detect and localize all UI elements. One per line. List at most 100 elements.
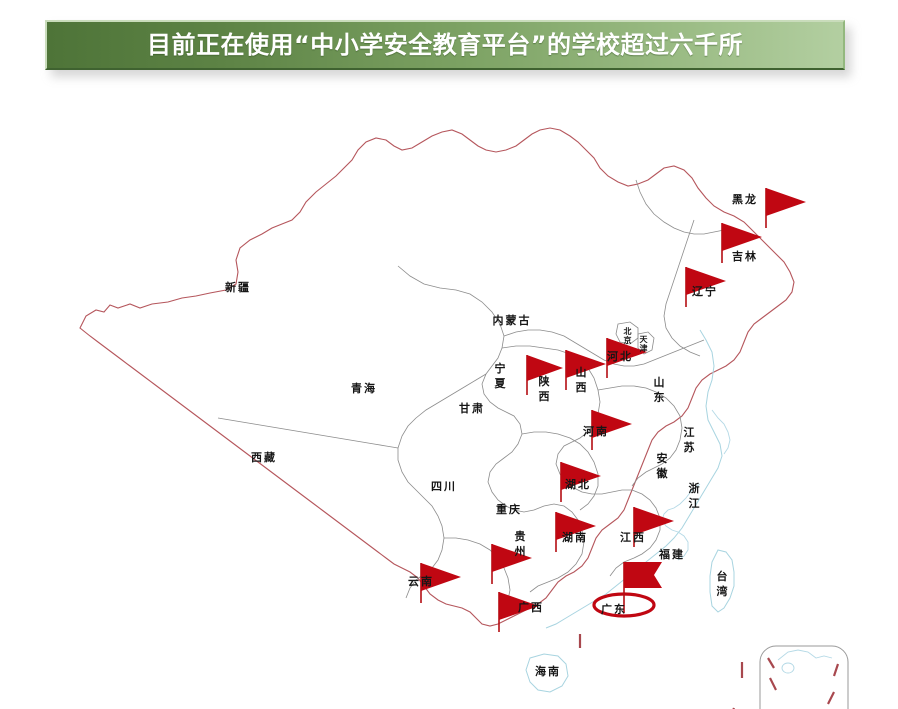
province-label-char: 西 (576, 381, 589, 394)
province-label-char: 山 (576, 365, 589, 379)
flag-marker-yunnan[interactable] (420, 563, 461, 603)
flag-marker-hubei[interactable] (560, 462, 601, 502)
province-label-char: 山 (654, 375, 667, 389)
flag-cloth (607, 338, 647, 366)
taiwan-outline (709, 549, 735, 613)
province-label-xinjiang: 新疆 (225, 280, 251, 294)
province-label-char: 贵 (515, 529, 528, 543)
province-label-char: 陕 (539, 374, 552, 388)
province-borders (397, 265, 585, 593)
province-label-beijing: 北京 (624, 326, 633, 345)
province-label-shandong: 山东 (654, 375, 667, 404)
flag-marker-jilin[interactable] (721, 223, 762, 263)
flag-cloth-wavy (624, 562, 662, 588)
province-label-char: 宁 (495, 361, 508, 375)
inset-coast-detail (777, 649, 833, 661)
flag-cloth (722, 223, 762, 251)
title-banner-container: 目前正在使用“中小学安全教育平台”的学校超过六千所 (45, 20, 851, 77)
flag-marker-henan[interactable] (591, 410, 632, 450)
province-label-guangxi: 广西 (518, 600, 544, 614)
province-label-zhejiang: 浙江 (689, 481, 702, 510)
province-label-neimenggu: 内蒙古 (493, 313, 532, 327)
dash-segment-9 (769, 677, 777, 691)
province-label-char: 江 (689, 496, 702, 510)
flag-marker-guangxi[interactable] (498, 592, 539, 632)
nine-dash-outer (578, 634, 744, 709)
province-borders-5 (217, 417, 399, 449)
province-label-gansu: 甘肃 (459, 401, 485, 415)
province-label-tianjin: 天津 (640, 334, 649, 353)
province-label-ningxia: 宁夏 (495, 361, 508, 390)
province-label-chongqing: 重庆 (496, 502, 522, 516)
province-label-hainan: 海南 (535, 664, 561, 678)
province-border-layer (217, 179, 725, 609)
coastal-water-detail (711, 409, 731, 455)
province-label-yunnan: 云南 (408, 574, 434, 588)
flag-markers-layer (420, 188, 806, 632)
page-title: 目前正在使用“中小学安全教育平台”的学校超过六千所 (146, 31, 744, 59)
flag-marker-guangdong[interactable] (592, 562, 662, 618)
province-label-char: 州 (514, 545, 528, 558)
national-border-layer (79, 127, 795, 627)
flag-cloth (686, 267, 726, 295)
province-borders-4 (397, 373, 487, 599)
flag-marker-hebei[interactable] (606, 338, 647, 378)
flag-cloth (592, 410, 632, 438)
province-label-liaoning: 辽宁 (692, 284, 718, 298)
province-label-char: 湾 (717, 584, 730, 598)
flag-marker-shanxi[interactable] (565, 350, 606, 390)
dash-segment-3 (827, 691, 835, 705)
flag-cloth (566, 350, 606, 378)
province-label-char: 台 (717, 569, 730, 583)
province-label-char: 津 (640, 343, 649, 353)
province-label-jiangsu: 江苏 (684, 425, 697, 454)
title-banner: 目前正在使用“中小学安全教育平台”的学校超过六千所 (45, 20, 845, 70)
tianjin-outline (637, 331, 655, 355)
flag-marker-liaoning[interactable] (685, 267, 726, 307)
flag-cloth (492, 544, 532, 572)
province-label-xizang: 西藏 (251, 450, 277, 464)
province-label-heilongjiang: 黑龙 (732, 192, 758, 206)
flag-cloth (527, 355, 563, 381)
flag-marker-guizhou[interactable] (491, 544, 532, 584)
south-china-sea-inset (759, 645, 849, 709)
province-label-shaanxi: 陕西 (539, 374, 552, 403)
flag-marker-jiangxi[interactable] (633, 507, 674, 547)
dash-segment-1 (767, 657, 775, 669)
flag-cloth (561, 462, 601, 490)
china-map-container: 新疆 青海 西藏 甘肃 内蒙古宁夏陕西山西河北北京天津山东河南江苏安徽浙江湖北 四川 重庆贵… (0, 80, 898, 709)
province-label-shanxi: 山西 (576, 365, 589, 394)
province-label-guizhou: 贵州 (514, 529, 528, 558)
province-label-char: 天 (640, 334, 649, 344)
province-label-taiwan: 台湾 (717, 569, 730, 598)
flag-marker-heilongjiang[interactable] (765, 188, 806, 228)
flag-cloth (766, 188, 806, 216)
hainan-outline (525, 653, 569, 693)
province-label-char: 东 (654, 390, 667, 404)
province-label-char: 江 (684, 425, 697, 439)
province-label-char: 苏 (684, 440, 697, 454)
flag-marker-shaanxi[interactable] (526, 355, 563, 395)
province-label-char: 北 (624, 326, 633, 336)
province-label-guangdong: 广东 (601, 602, 627, 616)
province-label-qinghai: 青海 (351, 381, 377, 395)
province-label-hebei: 河北 (607, 349, 633, 363)
province-label-anhui: 安徽 (656, 451, 670, 480)
province-label-char: 夏 (495, 377, 508, 390)
nine-dash-line (767, 657, 840, 705)
province-label-henan: 河南 (583, 424, 609, 438)
province-label-sichuan: 四川 (431, 480, 457, 493)
flag-cloth (556, 512, 596, 540)
province-label-char: 安 (657, 451, 670, 465)
province-borders-9 (521, 431, 599, 511)
province-label-char: 浙 (689, 481, 702, 495)
province-label-fujian: 福建 (658, 547, 685, 561)
beijing-outline (615, 321, 639, 345)
province-label-char: 徽 (656, 466, 670, 480)
province-label-char: 西 (539, 390, 552, 403)
flag-marker-hunan[interactable] (555, 512, 596, 552)
province-label-jiangxi: 江西 (620, 530, 646, 544)
inset-box-outline (759, 645, 849, 709)
